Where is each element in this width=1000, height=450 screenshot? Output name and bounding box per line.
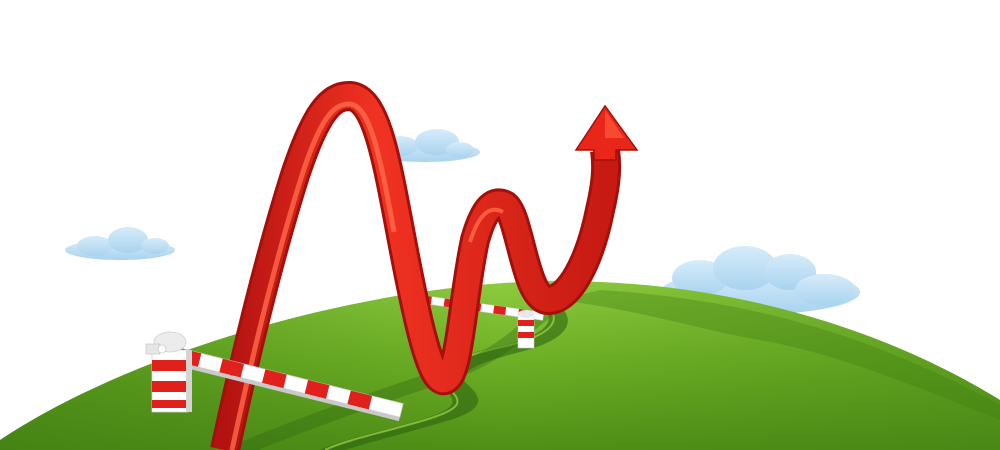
cloud-left bbox=[65, 227, 175, 260]
barrier-front bbox=[145, 331, 404, 422]
red-growth-arrow bbox=[210, 81, 639, 450]
green-hill bbox=[0, 281, 1000, 450]
barrier-front-post bbox=[145, 331, 192, 413]
barrier-back-post bbox=[517, 310, 535, 349]
cloud-right bbox=[660, 246, 860, 314]
